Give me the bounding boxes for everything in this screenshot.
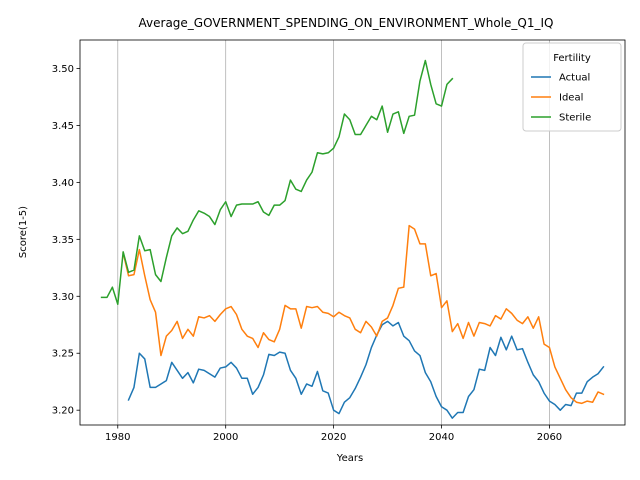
y-tick-label: 3.35 (52, 235, 74, 246)
legend-items: Actual Ideal Sterile (531, 73, 591, 124)
x-tick-label: 1980 (105, 432, 130, 443)
legend: Fertility Actual Ideal Sterile (522, 42, 622, 132)
y-tick-label: 3.30 (52, 292, 74, 303)
x-tick-label: 2060 (537, 432, 562, 443)
y-tick-label: 3.50 (52, 64, 74, 75)
y-tick-label: 3.45 (52, 121, 74, 132)
x-tick-label: 2040 (429, 432, 454, 443)
x-tick-label: 2000 (213, 432, 238, 443)
legend-label-sterile: Sterile (559, 113, 591, 124)
y-tick-label: 3.20 (52, 406, 74, 417)
series-line-ideal (122, 224, 605, 405)
x-axis-label: Years (336, 453, 363, 464)
legend-label-ideal: Ideal (559, 93, 583, 104)
plot-frame (79, 39, 626, 426)
series-line-sterile (100, 59, 454, 306)
y-tick-label: 3.40 (52, 178, 74, 189)
series-lines (100, 59, 605, 419)
legend-box (522, 42, 622, 132)
series-line-actual (127, 320, 605, 419)
x-axis-ticks: 1980 2000 2020 2040 2060 (105, 425, 562, 443)
legend-label-actual: Actual (559, 73, 590, 84)
y-tick-label: 3.25 (52, 349, 74, 360)
y-axis-label: Score(1-5) (18, 206, 29, 258)
chart-title: Average_GOVERNMENT_SPENDING_ON_ENVIRONME… (139, 16, 554, 30)
y-axis-ticks: 3.20 3.25 3.30 3.35 3.40 3.45 3.50 (52, 64, 80, 417)
x-tick-label: 2020 (321, 432, 346, 443)
legend-title: Fertility (553, 53, 591, 64)
